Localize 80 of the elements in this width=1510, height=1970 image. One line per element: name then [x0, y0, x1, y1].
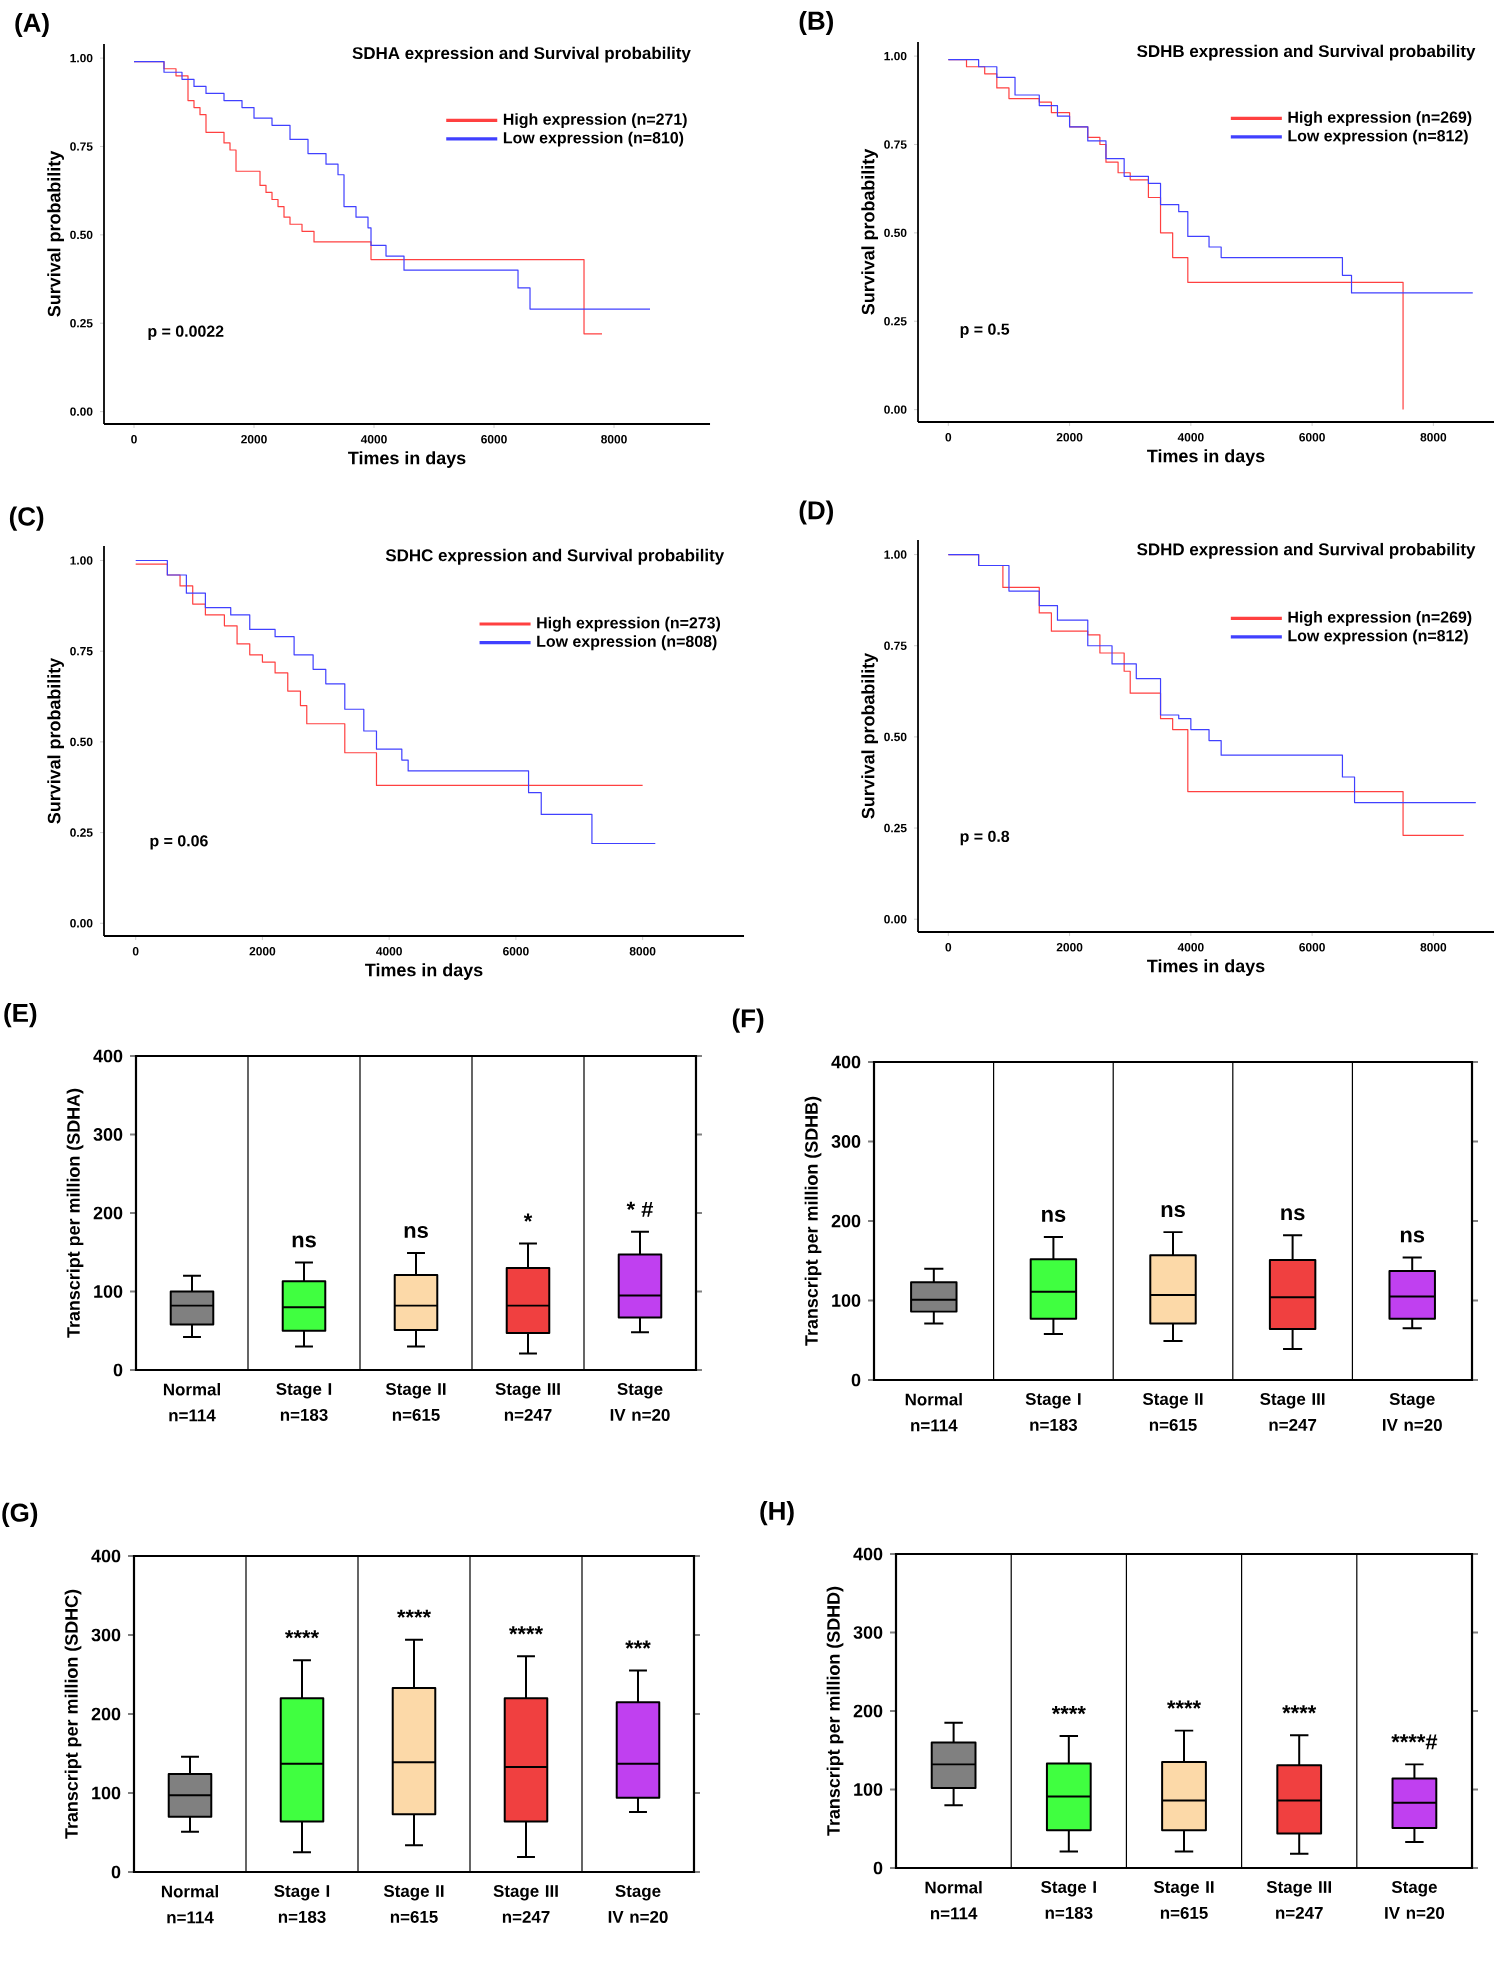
- x-tick-label: Normal n=114: [161, 1885, 218, 1924]
- y-axis-title: Transcript per million (SDHD): [826, 1586, 844, 1836]
- y-axis-title: Transcript per million (SDHA): [66, 1088, 84, 1338]
- annotation: ***: [625, 1640, 651, 1649]
- y-tick-label: 100: [832, 1294, 861, 1307]
- annotation: ns: [1400, 1230, 1425, 1243]
- x-tick-label: Stage III n=247: [1260, 1393, 1325, 1431]
- y-tick-label: 400: [91, 1549, 121, 1563]
- text: (C): [9, 506, 44, 531]
- y-axis-title: Transcript per million (SDHB): [804, 1096, 822, 1346]
- y-tick-label: 300: [93, 1128, 123, 1141]
- y-tick-label: 400: [853, 1547, 883, 1561]
- y-tick-label: 200: [91, 1707, 121, 1721]
- x-tick-label: Stage II n=615: [1153, 1881, 1214, 1919]
- y-tick-label: 300: [91, 1628, 121, 1642]
- text: (H): [760, 1501, 794, 1526]
- annotation: ****: [397, 1609, 432, 1618]
- x-tick-label: Stage III n=247: [493, 1885, 558, 1923]
- text: (A): [15, 12, 49, 38]
- y-tick-label: 0: [851, 1373, 861, 1387]
- x-axis-title: Times in days: [365, 963, 483, 980]
- x-tick-label: Stage II n=615: [383, 1885, 444, 1923]
- y-tick-label: 200: [93, 1206, 123, 1220]
- x-tick-label: Stage II n=615: [385, 1383, 446, 1421]
- annotation: ns: [1281, 1208, 1305, 1221]
- x-tick-label: Normal n=114: [925, 1881, 982, 1920]
- text: (E): [4, 1003, 37, 1028]
- text: (D): [799, 500, 833, 525]
- y-tick-label: 0: [873, 1861, 883, 1875]
- x-tick-label: Stage II n=615: [1142, 1393, 1203, 1431]
- y-tick-label: 100: [854, 1783, 883, 1796]
- y-tick-label: 300: [831, 1135, 861, 1148]
- y-axis-title: Survival probability: [861, 652, 878, 819]
- text: (G): [2, 1502, 38, 1527]
- x-tick-label: Stage IV n=20: [610, 1383, 670, 1421]
- x-tick-label: Stage IV n=20: [1385, 1881, 1445, 1919]
- text: (B): [799, 10, 833, 36]
- annotation: ****: [1051, 1706, 1086, 1715]
- x-axis-title: Times in days: [348, 451, 466, 468]
- y-axis-title: Survival probability: [861, 148, 878, 315]
- x-tick-label: Stage III n=247: [1266, 1881, 1332, 1919]
- y-tick-label: 400: [831, 1055, 861, 1069]
- y-tick-label: 400: [93, 1049, 123, 1063]
- x-axis-title: Times in days: [1147, 449, 1265, 466]
- chart-title: SDHB expression and Survival probability: [1137, 44, 1476, 61]
- y-axis-title: Survival probability: [47, 657, 64, 824]
- annotation: ****: [1282, 1705, 1317, 1714]
- y-tick-label: 100: [94, 1285, 123, 1298]
- annotation: ****: [285, 1630, 320, 1639]
- chart-title: SDHC expression and Survival probability: [385, 548, 725, 565]
- annotation: ns: [1042, 1209, 1066, 1222]
- y-tick-label: 100: [92, 1786, 121, 1800]
- x-tick-label: Stage I n=183: [1041, 1881, 1096, 1919]
- x-tick-label: Stage III n=247: [495, 1383, 560, 1421]
- y-tick-label: 0: [111, 1865, 121, 1879]
- chart-title: SDHA expression and Survival probability: [352, 46, 691, 63]
- x-tick-label: Normal n=114: [163, 1383, 220, 1422]
- annotation: *: [523, 1213, 533, 1222]
- annotation: ns: [404, 1225, 428, 1239]
- chart-title: SDHD expression and Survival probability: [1137, 542, 1476, 559]
- annotation: ****: [1167, 1700, 1202, 1709]
- x-tick-label: Stage I n=183: [1025, 1393, 1081, 1431]
- y-tick-label: 0: [113, 1363, 123, 1377]
- y-axis-title: Survival probability: [47, 150, 64, 317]
- text: (F): [732, 1008, 764, 1033]
- y-tick-label: 200: [853, 1704, 883, 1718]
- x-tick-label: Stage I n=183: [276, 1383, 332, 1421]
- x-tick-label: Stage IV n=20: [1382, 1393, 1442, 1431]
- x-tick-label: Stage IV n=20: [608, 1885, 668, 1923]
- annotation: * #: [626, 1201, 654, 1217]
- annotation: ns: [292, 1235, 316, 1248]
- y-axis-title: Transcript per million (SDHC): [64, 1589, 82, 1839]
- y-tick-label: 200: [831, 1214, 861, 1228]
- annotation: ns: [1161, 1205, 1185, 1218]
- annotation: ****#: [1391, 1734, 1438, 1750]
- x-tick-label: Normal n=114: [905, 1393, 962, 1432]
- annotation: ****: [509, 1626, 544, 1635]
- x-tick-label: Stage I n=183: [274, 1885, 330, 1923]
- x-axis-title: Times in days: [1147, 959, 1265, 976]
- y-tick-label: 300: [853, 1626, 883, 1639]
